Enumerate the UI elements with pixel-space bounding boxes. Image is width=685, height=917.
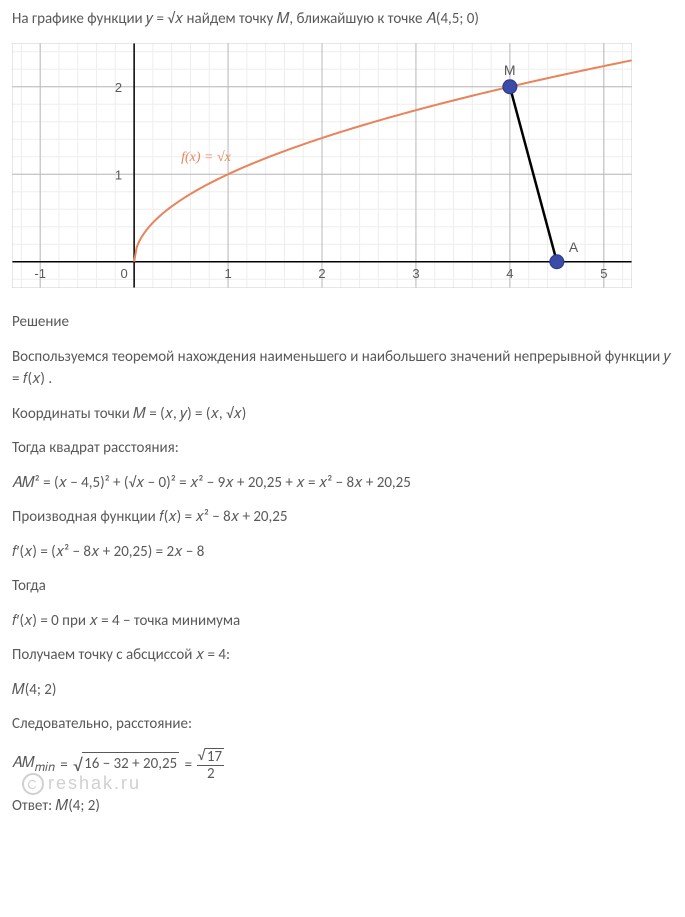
svg-text:4: 4 (506, 265, 513, 280)
am-min-lhs: 𝐴𝑀𝑚𝑖𝑛 (12, 752, 55, 778)
svg-text:A: A (569, 238, 579, 254)
svg-text:1: 1 (115, 167, 122, 182)
solution-line-11: Следовательно, расстояние: (12, 713, 673, 736)
svg-text:1: 1 (224, 265, 231, 280)
solution-line-1: Воспользуемся теоремой нахождения наимен… (12, 346, 673, 391)
solution-line-12: 𝐴𝑀𝑚𝑖𝑛 = √16 − 32 + 20,25 = √17 2 (12, 748, 673, 783)
svg-text:5: 5 (600, 265, 607, 280)
answer-label: Ответ: (12, 797, 56, 815)
solution-line-8: 𝑓′(𝑥) = 0 при 𝑥 = 4 − точка минимума (12, 610, 673, 633)
answer-line: Ответ: 𝑀(4; 2) (12, 795, 673, 818)
solution-line-9: Получаем точку с абсциссой 𝑥 = 4: (12, 644, 673, 667)
solution-line-2: Координаты точки 𝑀 = (𝑥, 𝑦) = (𝑥, √𝑥) (12, 403, 673, 426)
solution-line-6: 𝑓′(𝑥) = (𝑥² − 8𝑥 + 20,25) = 2𝑥 − 8 (12, 541, 673, 564)
am-min-eq: = (57, 754, 71, 777)
solution-heading: Решение (12, 311, 673, 334)
solution-line-5: Производная функции 𝑓(𝑥) = 𝑥² − 8𝑥 + 20,… (12, 506, 673, 529)
svg-text:3: 3 (412, 265, 419, 280)
svg-text:-1: -1 (34, 265, 46, 280)
solution-line-4: 𝐴𝑀² = (𝑥 − 4,5)² + (√𝑥 − 0)² = 𝑥² − 9𝑥 +… (12, 472, 673, 495)
solution-line-7: Тогда (12, 575, 673, 598)
problem-statement: На графике функции 𝑦 = √𝑥 найдем точку 𝑀… (12, 8, 673, 31)
fraction: √17 2 (197, 748, 224, 783)
solution-line-3: Тогда квадрат расстояния: (12, 437, 673, 460)
answer-value: 𝑀(4; 2) (56, 797, 100, 815)
eq2: = (181, 754, 195, 777)
svg-text:2: 2 (115, 79, 122, 94)
function-chart: -1 1 2 3 4 5 0 1 2 f(x) = √x M A (12, 43, 673, 296)
solution-line-10: 𝑀(4; 2) (12, 679, 673, 702)
svg-text:2: 2 (318, 265, 325, 280)
svg-text:f(x) = √x: f(x) = √x (181, 150, 232, 165)
svg-text:M: M (504, 61, 516, 77)
sqrt-expr: √16 − 32 + 20,25 (73, 752, 179, 779)
svg-text:0: 0 (121, 265, 128, 280)
